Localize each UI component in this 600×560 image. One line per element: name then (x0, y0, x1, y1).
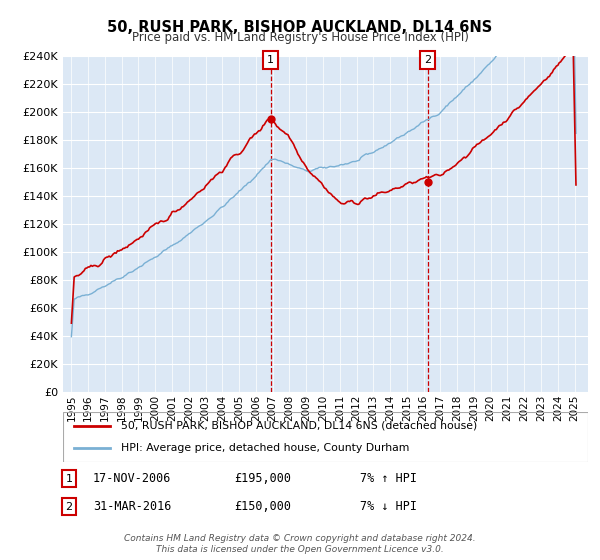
Text: HPI: Average price, detached house, County Durham: HPI: Average price, detached house, Coun… (121, 443, 409, 453)
Text: 50, RUSH PARK, BISHOP AUCKLAND, DL14 6NS: 50, RUSH PARK, BISHOP AUCKLAND, DL14 6NS (107, 20, 493, 35)
Text: 31-MAR-2016: 31-MAR-2016 (93, 500, 172, 514)
Text: 50, RUSH PARK, BISHOP AUCKLAND, DL14 6NS (detached house): 50, RUSH PARK, BISHOP AUCKLAND, DL14 6NS… (121, 421, 477, 431)
Text: Contains HM Land Registry data © Crown copyright and database right 2024.
This d: Contains HM Land Registry data © Crown c… (124, 534, 476, 554)
Text: £150,000: £150,000 (234, 500, 291, 514)
Text: 17-NOV-2006: 17-NOV-2006 (93, 472, 172, 486)
Text: 1: 1 (267, 55, 274, 65)
Text: £195,000: £195,000 (234, 472, 291, 486)
Text: 7% ↑ HPI: 7% ↑ HPI (360, 472, 417, 486)
Text: Price paid vs. HM Land Registry's House Price Index (HPI): Price paid vs. HM Land Registry's House … (131, 31, 469, 44)
Text: 2: 2 (65, 502, 73, 512)
Text: 1: 1 (65, 474, 73, 484)
Text: 2: 2 (424, 55, 431, 65)
Text: 7% ↓ HPI: 7% ↓ HPI (360, 500, 417, 514)
